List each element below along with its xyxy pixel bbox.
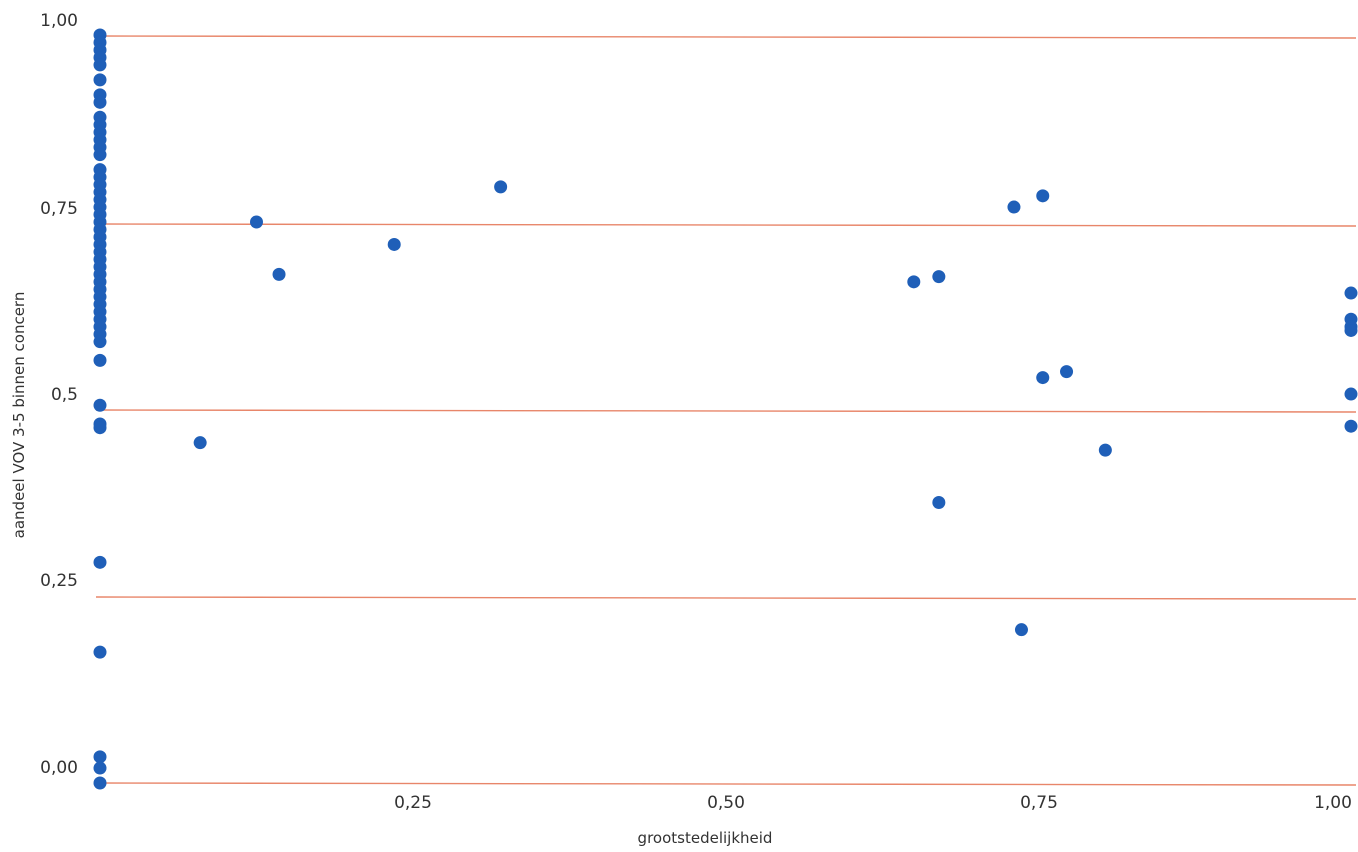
x-tick-label-0: 0,25 — [394, 793, 432, 813]
data-point-47 — [193, 436, 207, 450]
gridlines — [95, 35, 1357, 786]
data-points — [93, 28, 1358, 790]
data-point-39 — [93, 398, 107, 412]
gridline-y-3 — [95, 223, 1357, 227]
data-point-60 — [1098, 443, 1112, 457]
data-point-48 — [250, 215, 263, 229]
data-point-4 — [93, 58, 107, 72]
data-point-45 — [93, 761, 107, 775]
data-point-57 — [1036, 189, 1050, 203]
gridline-y-0 — [95, 782, 1357, 786]
data-point-66 — [1344, 419, 1358, 433]
data-point-7 — [93, 95, 107, 109]
gridline-y-4 — [95, 35, 1357, 39]
data-point-59 — [1060, 365, 1074, 379]
y-tick-label-1: 0,25 — [40, 571, 78, 591]
data-point-55 — [1007, 200, 1021, 214]
data-point-61 — [1344, 286, 1358, 300]
data-point-53 — [932, 270, 946, 284]
data-point-44 — [93, 750, 107, 764]
data-point-5 — [93, 73, 107, 87]
data-point-50 — [387, 237, 401, 251]
gridline-y-2 — [95, 409, 1357, 413]
data-point-64 — [1344, 323, 1358, 337]
data-point-54 — [932, 496, 946, 509]
x-tick-label-1: 0,50 — [707, 793, 745, 813]
data-point-38 — [93, 353, 107, 367]
data-point-49 — [272, 267, 286, 281]
x-tick-label-2: 0,75 — [1020, 793, 1058, 813]
data-point-52 — [907, 275, 921, 289]
data-point-58 — [1036, 371, 1050, 385]
x-axis-title: grootstedelijkheid — [638, 829, 773, 847]
x-tick-label-3: 1,00 — [1314, 793, 1352, 813]
y-axis-title: aandeel VOV 3-5 binnen concern — [10, 292, 28, 539]
y-tick-label-4: 1,00 — [40, 11, 78, 31]
data-point-46 — [93, 776, 107, 790]
y-tick-label-0: 0,00 — [40, 758, 78, 778]
x-axis-ticks: 0,25 0,50 0,75 1,00 — [394, 793, 1352, 813]
y-tick-label-3: 0,75 — [40, 199, 78, 219]
data-point-42 — [93, 555, 107, 569]
data-point-37 — [93, 335, 107, 349]
data-point-13 — [93, 148, 107, 162]
data-point-43 — [93, 645, 107, 659]
gridline-y-1 — [95, 596, 1357, 600]
data-point-51 — [494, 180, 508, 194]
y-tick-label-2: 0,5 — [51, 385, 78, 405]
data-point-56 — [1014, 623, 1028, 637]
data-point-41 — [93, 421, 107, 435]
y-axis-ticks: 0,00 0,25 0,5 0,75 1,00 — [40, 11, 78, 778]
data-point-65 — [1344, 387, 1358, 401]
